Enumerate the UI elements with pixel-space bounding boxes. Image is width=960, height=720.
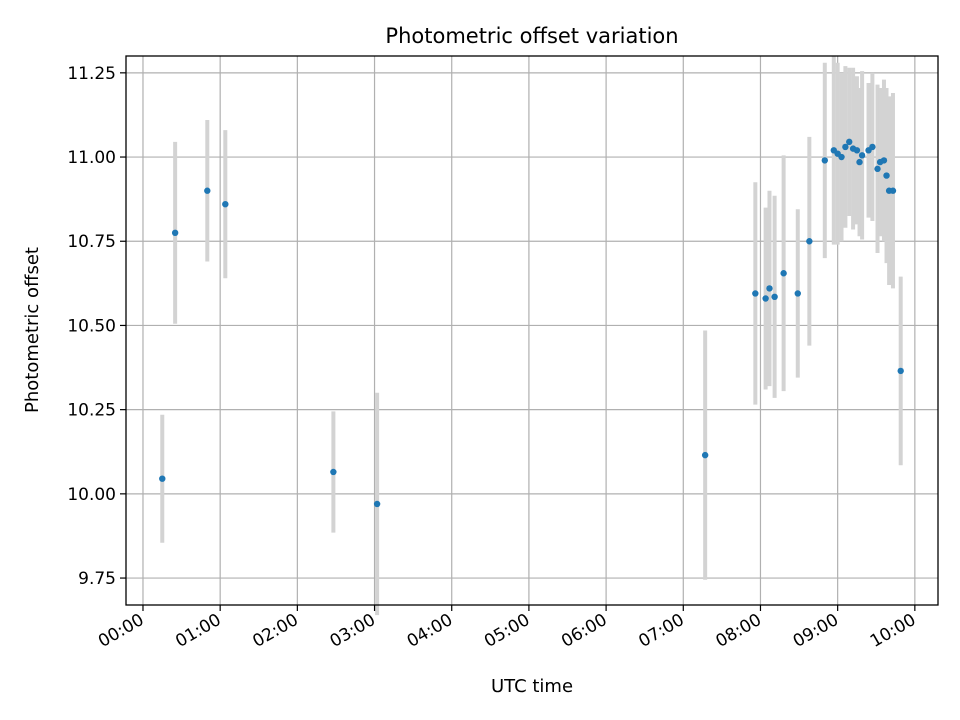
x-axis-title: UTC time — [491, 676, 573, 697]
data-point — [204, 187, 211, 194]
data-point — [883, 172, 890, 179]
data-point — [853, 147, 861, 154]
data-point — [330, 468, 337, 476]
data-point — [766, 285, 773, 292]
data-point — [752, 290, 759, 297]
data-point — [780, 270, 787, 277]
data-point — [889, 187, 897, 194]
data-point — [821, 157, 828, 164]
chart-title: Photometric offset variation — [385, 24, 678, 48]
data-point — [842, 143, 849, 151]
data-point — [880, 157, 888, 164]
data-point — [897, 367, 904, 375]
data-point — [222, 200, 229, 208]
y-tick-label: 10.50 — [67, 316, 116, 336]
y-tick-label: 10.25 — [67, 401, 116, 421]
y-axis: 9.75 10.00 10.25 10.50 10.75 11.00 11.25 — [67, 64, 126, 589]
axes-frame — [125, 55, 939, 606]
data-point — [701, 451, 709, 459]
data-point — [846, 138, 853, 146]
y-tick-label: 11.00 — [67, 148, 116, 168]
data-points — [159, 138, 904, 508]
y-axis-title: Photometric offset — [22, 247, 43, 413]
data-point — [874, 165, 881, 173]
y-tick-label: 11.25 — [67, 64, 116, 84]
data-point — [869, 143, 876, 151]
data-point — [806, 238, 813, 245]
grid — [126, 56, 938, 605]
y-tick-label: 10.75 — [67, 232, 116, 252]
data-point — [858, 152, 866, 159]
data-point — [856, 158, 863, 166]
data-point — [762, 295, 769, 302]
y-tick-label: 9.75 — [78, 569, 116, 589]
data-point — [171, 229, 179, 237]
data-point — [794, 290, 801, 297]
y-tick-label: 10.00 — [67, 485, 116, 505]
data-point — [373, 500, 381, 508]
data-point — [159, 475, 166, 482]
data-point — [838, 153, 845, 161]
data-point — [771, 293, 778, 301]
